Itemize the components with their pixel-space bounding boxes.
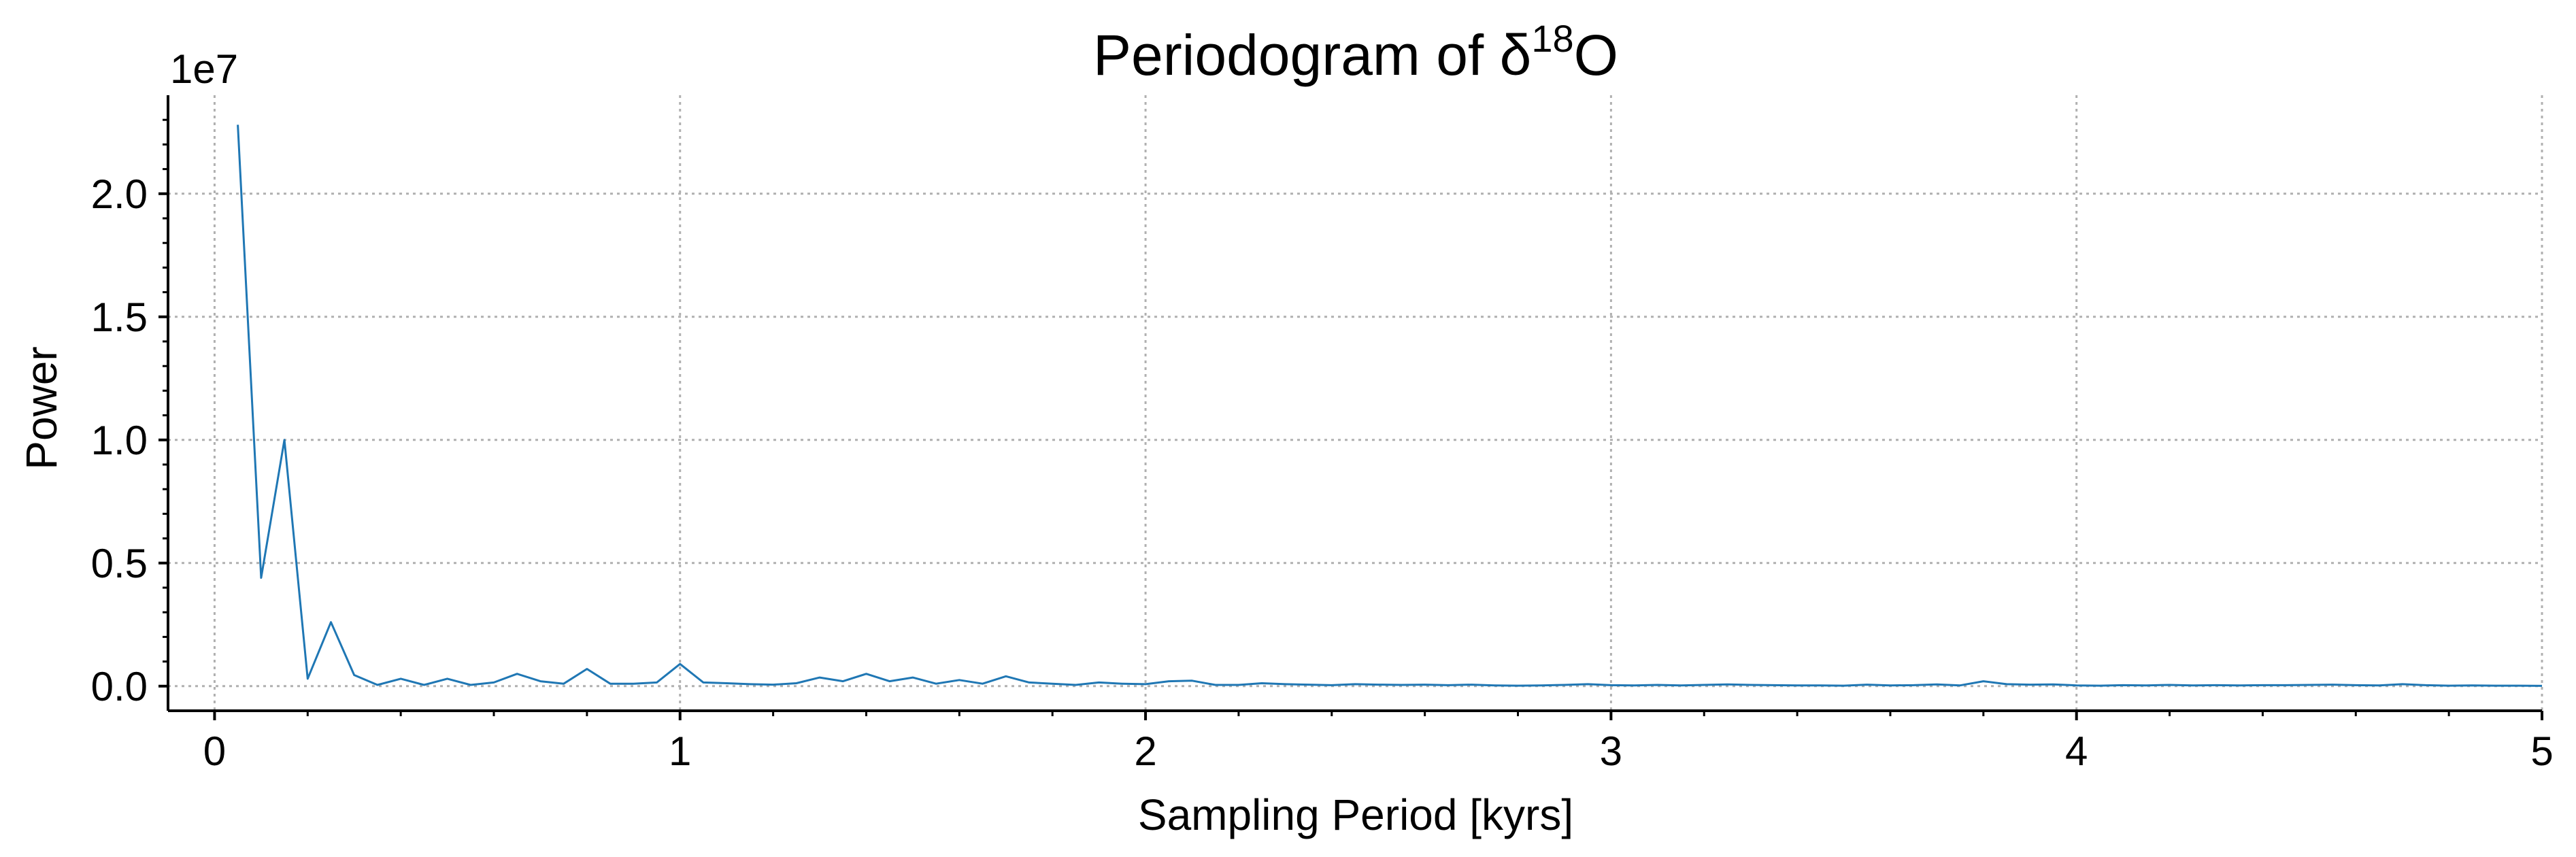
y-tick-label: 1.0 [91, 418, 148, 463]
y-axis: 0.0 0.5 1.0 1.5 2.0 [91, 171, 168, 709]
x-tick-label: 4 [2065, 728, 2088, 774]
chart-title-superscript: 18 [1531, 17, 1573, 60]
grid-lines [168, 95, 2543, 711]
chart-title-suffix: O [1574, 23, 1618, 87]
chart-title-main: Periodogram of δ [1093, 23, 1531, 87]
series-line [237, 124, 2543, 687]
y-tick-label: 2.0 [91, 171, 148, 217]
x-axis-title: Sampling Period [kyrs] [1138, 790, 1573, 839]
y-tick-label: 0.5 [91, 541, 148, 586]
x-tick-label: 5 [2530, 728, 2553, 774]
y-offset-label: 1e7 [170, 46, 238, 92]
x-tick-label: 2 [1134, 728, 1156, 774]
series-group [237, 124, 2543, 687]
y-axis-title: Power [17, 346, 66, 469]
chart-title: Periodogram of δ18O [1093, 17, 1618, 87]
x-tick-label: 1 [669, 728, 691, 774]
x-axis: 0 1 2 3 4 5 [203, 711, 2554, 774]
x-tick-label: 3 [1600, 728, 1622, 774]
x-tick-label: 0 [203, 728, 226, 774]
y-tick-label: 0.0 [91, 664, 148, 709]
y-tick-label: 1.5 [91, 295, 148, 340]
